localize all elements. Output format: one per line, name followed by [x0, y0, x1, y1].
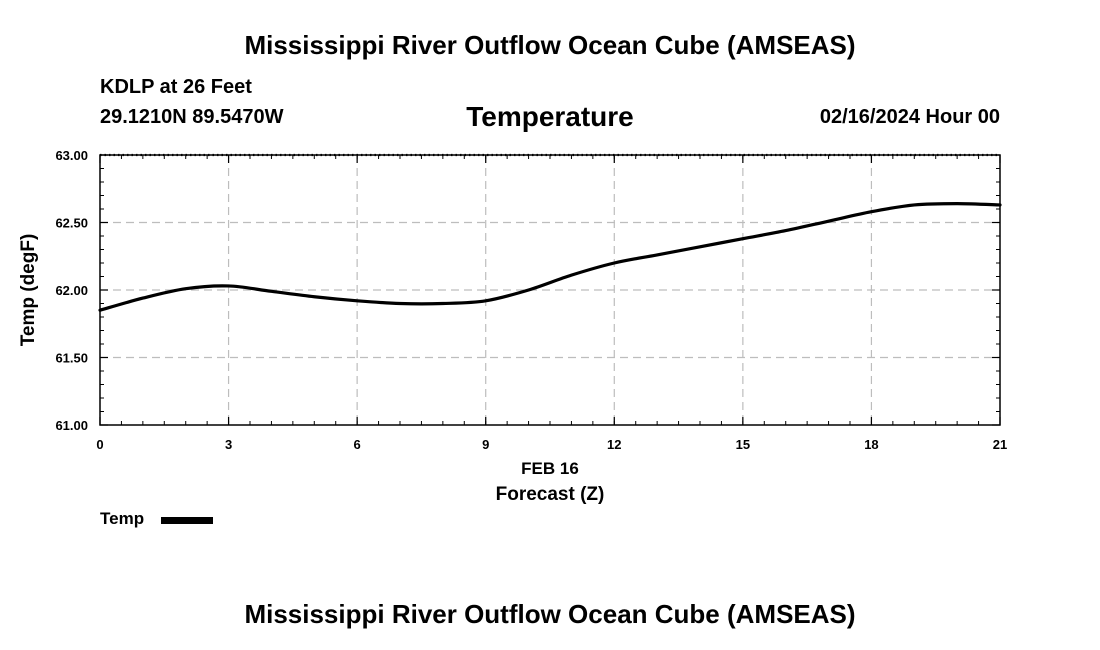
x-tick-label: 0	[96, 437, 103, 452]
y-tick-label: 62.00	[55, 283, 88, 298]
legend-line-swatch	[161, 517, 213, 524]
x-tick-label: 6	[354, 437, 361, 452]
forecast-datetime: 02/16/2024 Hour 00	[819, 106, 1000, 128]
x-tick-label: 15	[736, 437, 750, 452]
footer-title: Mississippi River Outflow Ocean Cube (AM…	[244, 599, 856, 629]
x-tick-label: 9	[482, 437, 489, 452]
legend-label: Temp	[100, 509, 145, 528]
station-label: KDLP at 26 Feet	[100, 76, 252, 98]
series-layer	[98, 202, 1002, 312]
x-tick-label: 18	[864, 437, 878, 452]
x-tick-label: 12	[607, 437, 621, 452]
chart-title: Mississippi River Outflow Ocean Cube (AM…	[244, 30, 856, 60]
y-tick-label: 61.00	[55, 418, 88, 433]
tick-labels: 0 3 6 9 12 15 18 21 61.00 61.50 62.00 62.50 63.00	[55, 148, 1007, 452]
parameter-title: Temperature	[466, 101, 634, 132]
y-tick-label: 62.50	[55, 216, 88, 231]
y-tick-label: 63.00	[55, 148, 88, 163]
x-axis-date-label: FEB 16	[521, 459, 579, 478]
x-tick-label: 3	[225, 437, 232, 452]
y-axis-title: Temp (degF)	[18, 234, 39, 347]
plot-frame	[99, 154, 1001, 426]
grid	[100, 155, 1000, 425]
x-axis-title: Forecast (Z)	[496, 484, 605, 505]
coordinates-label: 29.1210N 89.5470W	[100, 106, 284, 128]
series-line-temp	[98, 202, 1002, 312]
y-tick-label: 61.50	[55, 351, 88, 366]
x-tick-label: 21	[993, 437, 1007, 452]
